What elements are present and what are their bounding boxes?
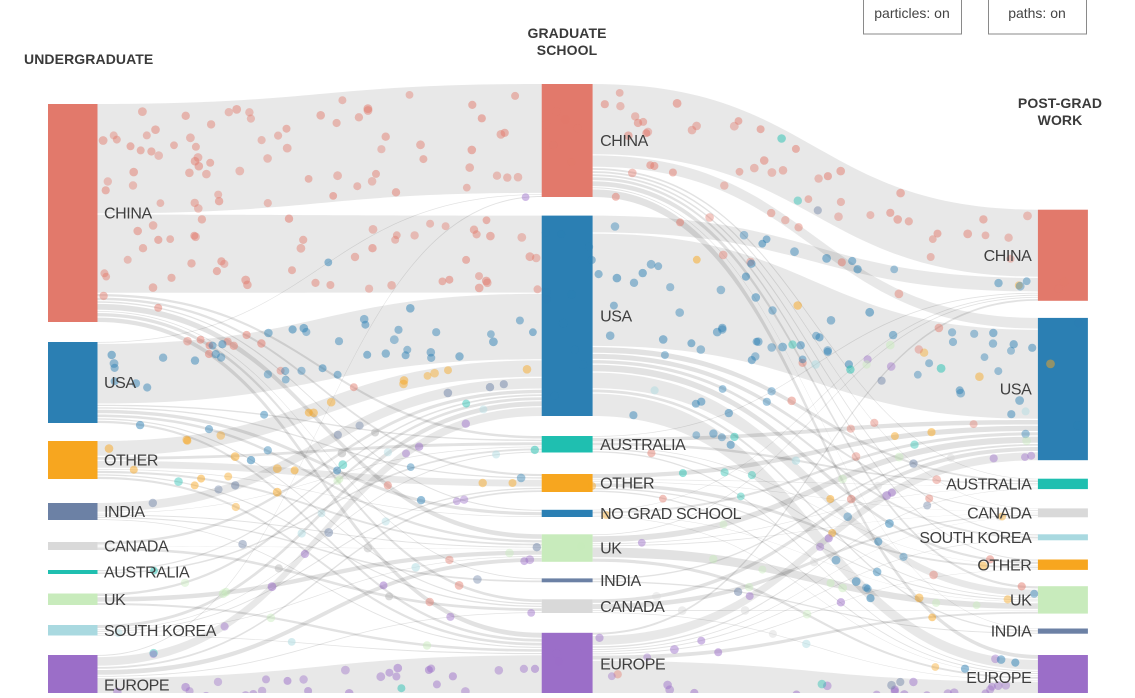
svg-text:CANADA: CANADA xyxy=(967,505,1032,522)
svg-text:OTHER: OTHER xyxy=(104,453,158,470)
svg-text:USA: USA xyxy=(600,308,632,325)
svg-text:INDIA: INDIA xyxy=(991,624,1032,641)
svg-text:OTHER: OTHER xyxy=(977,557,1031,574)
svg-text:USA: USA xyxy=(104,375,136,392)
svg-text:EUROPE: EUROPE xyxy=(104,678,169,693)
svg-text:particles: on: particles: on xyxy=(874,5,949,21)
svg-text:EUROPE: EUROPE xyxy=(600,657,665,674)
svg-text:WORK: WORK xyxy=(1038,112,1083,128)
svg-text:paths: on: paths: on xyxy=(1008,5,1066,21)
svg-text:CHINA: CHINA xyxy=(600,133,649,150)
svg-text:SOUTH KOREA: SOUTH KOREA xyxy=(104,623,217,640)
svg-text:SCHOOL: SCHOOL xyxy=(537,42,598,58)
svg-text:INDIA: INDIA xyxy=(104,504,145,521)
svg-text:CHINA: CHINA xyxy=(984,248,1033,265)
svg-text:SOUTH KOREA: SOUTH KOREA xyxy=(919,530,1032,547)
svg-text:AUSTRALIA: AUSTRALIA xyxy=(600,437,686,454)
svg-text:CANADA: CANADA xyxy=(104,539,169,556)
svg-text:OTHER: OTHER xyxy=(600,476,654,493)
svg-text:INDIA: INDIA xyxy=(600,573,641,590)
svg-text:UK: UK xyxy=(104,592,126,609)
svg-text:CANADA: CANADA xyxy=(600,599,665,616)
svg-text:AUSTRALIA: AUSTRALIA xyxy=(946,477,1032,494)
svg-text:USA: USA xyxy=(1000,382,1032,399)
svg-text:CHINA: CHINA xyxy=(104,206,153,223)
svg-text:AUSTRALIA: AUSTRALIA xyxy=(104,565,190,582)
svg-text:POST-GRAD: POST-GRAD xyxy=(1018,95,1102,111)
svg-text:UK: UK xyxy=(600,541,622,558)
svg-text:UNDERGRADUATE: UNDERGRADUATE xyxy=(24,51,153,67)
svg-text:UK: UK xyxy=(1010,593,1032,610)
svg-text:NO GRAD SCHOOL: NO GRAD SCHOOL xyxy=(600,506,742,523)
svg-text:EUROPE: EUROPE xyxy=(966,670,1031,687)
svg-text:GRADUATE: GRADUATE xyxy=(527,25,606,41)
